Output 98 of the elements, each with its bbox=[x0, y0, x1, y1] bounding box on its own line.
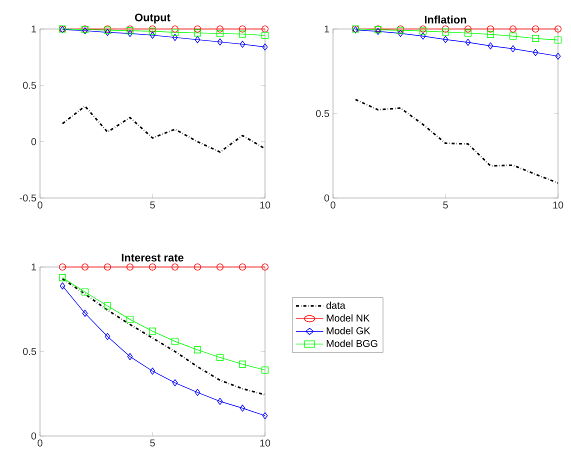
point bbox=[171, 25, 179, 33]
point bbox=[58, 274, 66, 282]
legend-label: Model BGG bbox=[326, 340, 378, 348]
point bbox=[216, 354, 224, 361]
y-tick-label: 0 bbox=[31, 432, 36, 440]
line-series bbox=[354, 98, 559, 184]
x-tick-label: 5 bbox=[150, 202, 155, 208]
chart-title: Inflation bbox=[424, 15, 466, 24]
point bbox=[486, 30, 494, 38]
point bbox=[150, 32, 156, 39]
point bbox=[532, 25, 540, 33]
point bbox=[486, 25, 494, 33]
point bbox=[58, 263, 66, 271]
point bbox=[238, 360, 246, 368]
y-tick-label: -0.5 bbox=[20, 194, 36, 202]
point bbox=[217, 398, 223, 405]
point bbox=[442, 25, 450, 33]
legend-label: data bbox=[326, 302, 346, 309]
chart-title: Interest rate bbox=[122, 254, 184, 262]
x-tick-label: 5 bbox=[443, 202, 448, 208]
point bbox=[216, 30, 224, 38]
point bbox=[148, 263, 156, 271]
point bbox=[420, 32, 426, 40]
point bbox=[148, 28, 156, 35]
point bbox=[442, 36, 448, 44]
point bbox=[238, 263, 246, 271]
y-tick-label: 0 bbox=[31, 138, 36, 146]
x-tick-label: 10 bbox=[260, 202, 270, 209]
point bbox=[554, 36, 562, 44]
point bbox=[238, 25, 246, 33]
y-tick-label: 0 bbox=[324, 194, 330, 202]
point bbox=[194, 29, 202, 36]
point bbox=[171, 263, 179, 271]
y-tick-label: 0.5 bbox=[23, 82, 36, 89]
point bbox=[261, 366, 269, 374]
point bbox=[82, 310, 88, 317]
y-tick-label: 0.5 bbox=[316, 110, 330, 118]
point bbox=[464, 25, 472, 33]
point bbox=[194, 25, 202, 33]
point bbox=[465, 38, 471, 46]
point bbox=[150, 368, 156, 375]
point bbox=[532, 48, 538, 56]
line-series bbox=[62, 105, 266, 153]
point bbox=[555, 52, 561, 60]
point bbox=[172, 34, 178, 41]
legend-label: Model GK bbox=[326, 327, 370, 334]
point bbox=[127, 353, 133, 360]
point bbox=[240, 40, 246, 48]
x-tick-label: 10 bbox=[553, 202, 564, 209]
point bbox=[81, 263, 89, 271]
point bbox=[509, 32, 517, 40]
point bbox=[262, 43, 268, 51]
point bbox=[104, 302, 112, 310]
y-tick-label: 1 bbox=[324, 26, 330, 32]
point bbox=[216, 25, 224, 33]
point bbox=[216, 263, 224, 271]
point bbox=[509, 25, 517, 33]
x-tick-label: 0 bbox=[38, 440, 42, 447]
point bbox=[81, 288, 89, 296]
point bbox=[510, 45, 516, 52]
x-tick-label: 0 bbox=[38, 202, 42, 209]
x-tick-label: 10 bbox=[260, 440, 270, 447]
point bbox=[194, 263, 202, 271]
point bbox=[194, 346, 202, 354]
point bbox=[262, 412, 268, 420]
point bbox=[419, 25, 427, 33]
point bbox=[172, 379, 178, 386]
legend-label: Model NK bbox=[326, 314, 370, 322]
point bbox=[464, 30, 472, 37]
point bbox=[194, 388, 200, 396]
point bbox=[194, 36, 200, 44]
point bbox=[488, 42, 494, 50]
point bbox=[60, 282, 66, 290]
point bbox=[126, 263, 134, 271]
point bbox=[104, 263, 112, 271]
y-tick-label: 0.5 bbox=[23, 348, 36, 356]
point bbox=[148, 328, 156, 335]
point bbox=[554, 25, 562, 33]
point bbox=[238, 30, 246, 38]
point bbox=[171, 338, 179, 345]
point bbox=[442, 28, 450, 36]
point bbox=[261, 263, 269, 271]
point bbox=[104, 332, 110, 340]
point bbox=[240, 404, 246, 412]
y-tick-label: 1 bbox=[32, 264, 36, 270]
point bbox=[148, 25, 156, 33]
x-tick-label: 5 bbox=[150, 440, 155, 446]
x-tick-label: 0 bbox=[330, 202, 336, 209]
point bbox=[127, 30, 133, 38]
chart-title: Output bbox=[135, 14, 170, 24]
point bbox=[171, 28, 179, 36]
point bbox=[261, 25, 269, 33]
point bbox=[532, 34, 540, 42]
y-tick-label: 1 bbox=[32, 26, 36, 32]
point bbox=[398, 30, 404, 37]
point bbox=[261, 32, 269, 39]
point bbox=[126, 316, 134, 323]
point bbox=[217, 38, 223, 46]
